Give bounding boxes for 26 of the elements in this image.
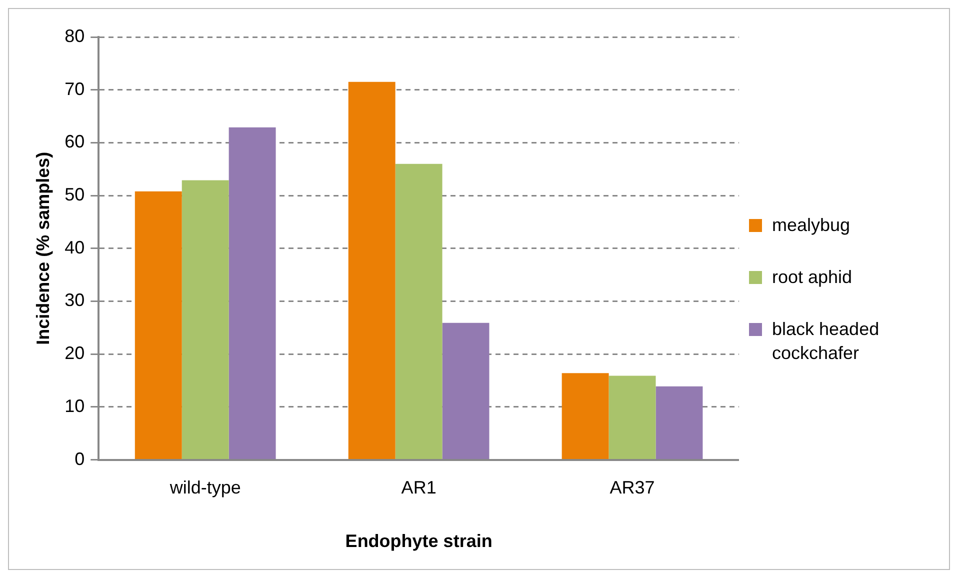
y-tick-label: 70	[64, 78, 85, 99]
y-axis-title: Incidence (% samples)	[32, 152, 53, 345]
y-tick-label: 40	[64, 237, 85, 258]
y-tick-label: 10	[64, 396, 85, 416]
y-tick-label: 0	[74, 448, 85, 469]
legend-label: mealybug	[772, 214, 850, 237]
y-tick-label: 60	[64, 132, 85, 152]
legend-label: black headed cockchafer	[772, 318, 880, 365]
y-tick-label: 50	[64, 184, 85, 205]
bar	[134, 191, 182, 460]
bar	[395, 164, 442, 460]
bar	[562, 373, 609, 460]
y-tick-label: 80	[64, 26, 85, 46]
legend-label: root aphid	[772, 266, 852, 289]
x-axis-title: Endophyte strain	[345, 531, 492, 552]
bar	[182, 180, 229, 460]
x-tick-label: AR37	[610, 478, 655, 498]
bar	[442, 322, 490, 460]
x-tick-label: wild-type	[168, 478, 241, 498]
bar	[348, 82, 396, 460]
x-tick-label: AR1	[401, 478, 436, 498]
y-tick-label: 20	[64, 343, 85, 364]
bar	[228, 127, 276, 460]
bar	[656, 386, 703, 460]
y-tick-label: 30	[64, 290, 85, 310]
bar	[608, 376, 656, 460]
